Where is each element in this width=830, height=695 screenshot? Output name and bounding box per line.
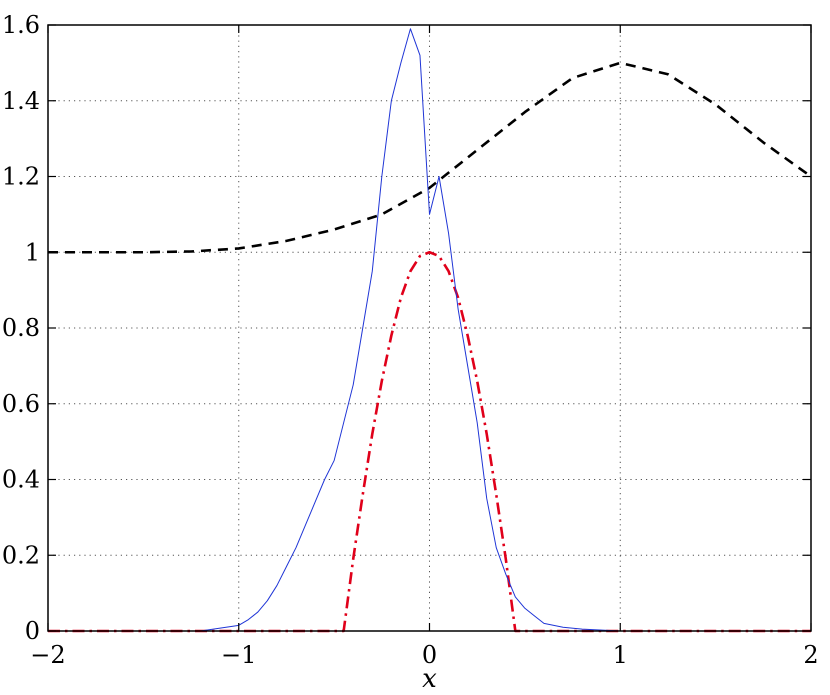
y-tick-label: 0.4: [2, 466, 40, 494]
x-tick-label: 2: [803, 641, 818, 669]
y-tick-label: 1.2: [2, 163, 40, 191]
y-tick-label: 0: [25, 617, 40, 645]
x-tick-label: 0: [422, 641, 437, 669]
x-tick-label: −2: [30, 641, 65, 669]
series-2-line: [48, 28, 811, 632]
grid-layer: [48, 25, 811, 631]
y-tick-label: 1.6: [2, 11, 40, 39]
series-0-line: [48, 61, 812, 254]
series-1-line: [48, 250, 811, 633]
y-tick-label: 1: [25, 238, 40, 266]
x-tick-label: 1: [613, 641, 628, 669]
plot-area: [48, 28, 812, 633]
x-tick-label: −1: [221, 641, 256, 669]
y-tick-label: 0.2: [2, 541, 40, 569]
tick-layer: −2 −1 0 1 2 0 0.2 0.4 0.6 0.8 1 1.2 1.4 1.6: [2, 11, 819, 669]
y-tick-label: 0.6: [2, 390, 40, 418]
x-axis-label: x: [422, 664, 437, 694]
y-tick-label: 0.8: [2, 314, 40, 342]
y-tick-label: 1.4: [2, 87, 40, 115]
